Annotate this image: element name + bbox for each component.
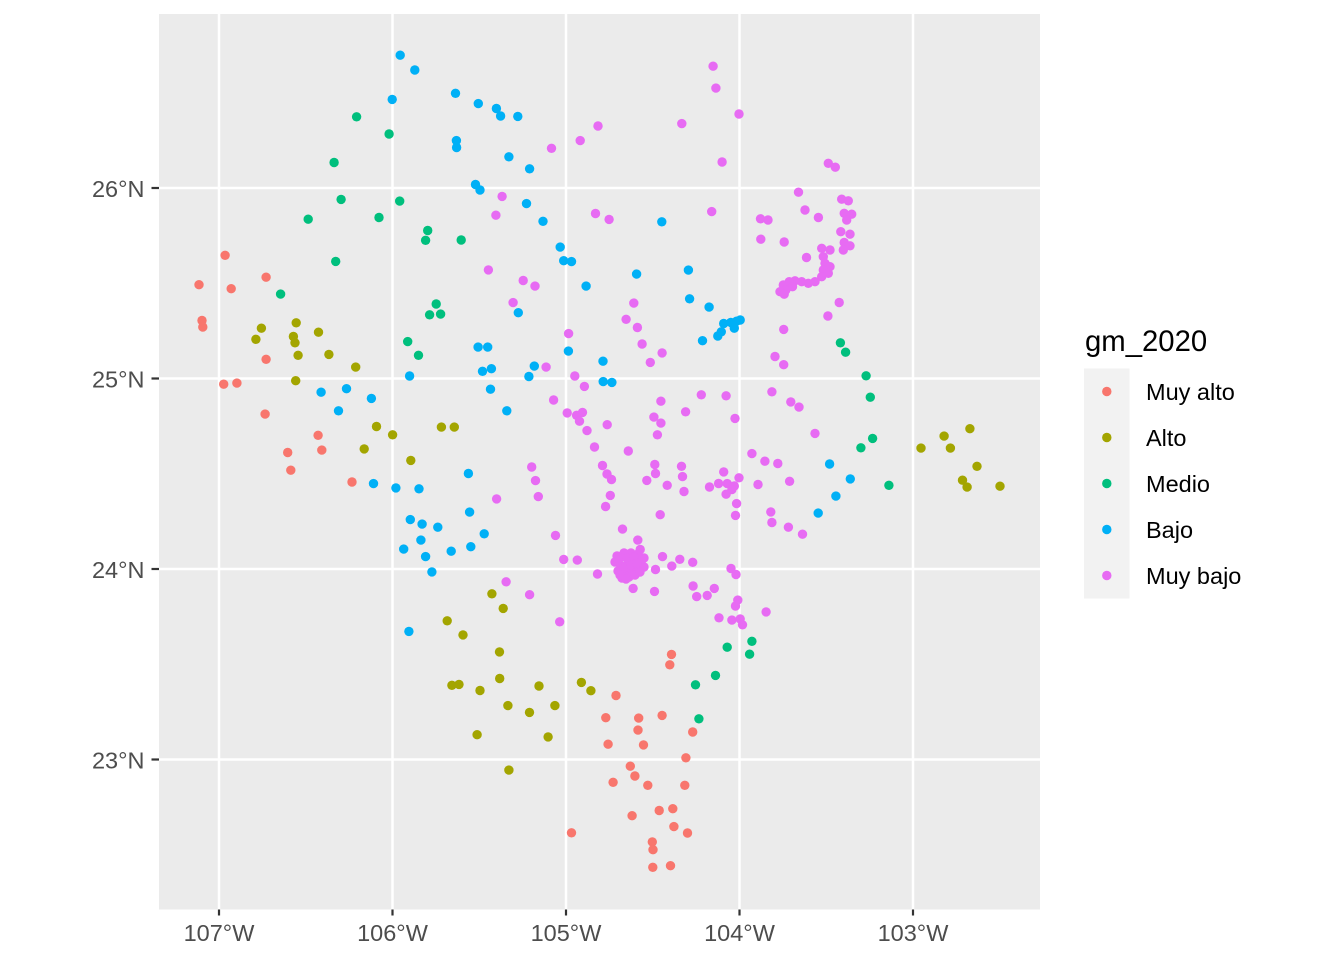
svg-text:Muy bajo: Muy bajo <box>1146 563 1241 589</box>
svg-text:105°W: 105°W <box>531 920 603 946</box>
svg-text:Muy alto: Muy alto <box>1146 379 1235 405</box>
svg-text:gm_2020: gm_2020 <box>1085 325 1207 358</box>
svg-text:106°W: 106°W <box>357 920 429 946</box>
svg-text:104°W: 104°W <box>704 920 776 946</box>
svg-text:Alto: Alto <box>1146 425 1187 451</box>
svg-text:26°N: 26°N <box>92 176 145 202</box>
svg-text:24°N: 24°N <box>92 557 145 583</box>
svg-text:103°W: 103°W <box>878 920 950 946</box>
svg-text:Bajo: Bajo <box>1146 517 1193 543</box>
svg-text:23°N: 23°N <box>92 748 145 774</box>
svg-text:25°N: 25°N <box>92 367 145 393</box>
svg-text:Medio: Medio <box>1146 471 1210 497</box>
svg-text:107°W: 107°W <box>184 920 256 946</box>
